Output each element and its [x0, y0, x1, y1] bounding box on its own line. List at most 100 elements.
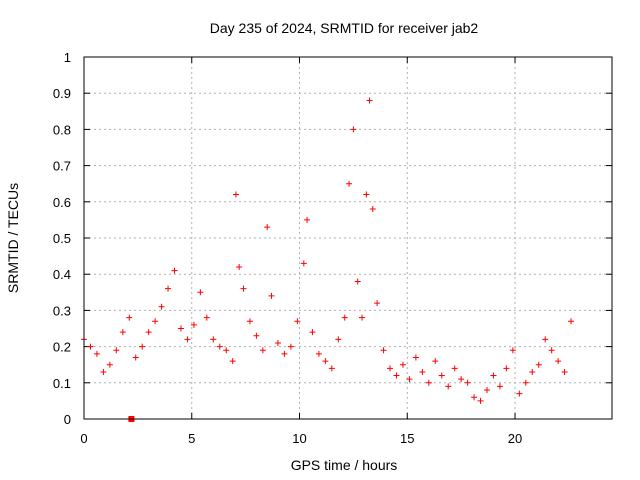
data-point [464, 379, 471, 386]
data-point [309, 329, 316, 336]
x-tick-label: 15 [400, 431, 414, 446]
data-point [522, 379, 529, 386]
data-point [281, 350, 288, 357]
data-point [294, 318, 301, 325]
data-point [158, 303, 165, 310]
data-point [210, 336, 217, 343]
data-point [496, 383, 503, 390]
data-point [106, 361, 113, 368]
data-point [264, 224, 271, 231]
data-point [542, 336, 549, 343]
data-point [184, 336, 191, 343]
data-point [484, 387, 491, 394]
y-tick-label: 0.4 [53, 267, 71, 282]
data-point [380, 347, 387, 354]
x-tick-label: 20 [508, 431, 522, 446]
data-point [253, 332, 260, 339]
data-point [203, 314, 210, 321]
chart-title: Day 235 of 2024, SRMTID for receiver jab… [210, 20, 479, 36]
y-tick-label: 0 [64, 412, 71, 427]
data-point [287, 343, 294, 350]
data-point [300, 260, 307, 267]
data-point [274, 339, 281, 346]
data-point [419, 368, 426, 375]
data-point [268, 292, 275, 299]
data-point [335, 336, 342, 343]
data-point [315, 350, 322, 357]
data-point [240, 285, 247, 292]
data-point [412, 354, 419, 361]
y-tick-label: 0.3 [53, 303, 71, 318]
data-layer [81, 97, 575, 422]
data-point [346, 180, 353, 187]
data-point [471, 394, 478, 401]
data-point [354, 278, 361, 285]
plot-frame [83, 56, 613, 420]
x-tick-label: 10 [292, 431, 306, 446]
data-point [568, 318, 575, 325]
data-point [366, 97, 373, 104]
y-tick-label: 0.8 [53, 122, 71, 137]
data-point [223, 347, 230, 354]
y-tick-label: 0.1 [53, 376, 71, 391]
y-tick-label: 0.9 [53, 86, 71, 101]
data-point [119, 329, 126, 336]
data-point [145, 329, 152, 336]
x-axis-label: GPS time / hours [291, 457, 398, 473]
data-point [350, 126, 357, 133]
x-tick-label: 0 [80, 431, 87, 446]
data-point [100, 368, 107, 375]
data-point [451, 365, 458, 372]
data-point [139, 343, 146, 350]
data-point [503, 365, 510, 372]
data-point [152, 318, 159, 325]
label-layer: 00.10.20.30.40.50.60.70.80.910 5 10 15 20 [53, 50, 522, 446]
data-point [126, 314, 133, 321]
data-point [363, 191, 370, 198]
data-point [93, 350, 100, 357]
data-point [190, 321, 197, 328]
data-point [359, 314, 366, 321]
data-point [425, 379, 432, 386]
data-point [458, 376, 465, 383]
data-point [132, 354, 139, 361]
grid-layer [84, 57, 612, 419]
data-point [516, 390, 523, 397]
data-point [171, 267, 178, 274]
y-tick-label: 0.2 [53, 340, 71, 355]
data-point [535, 361, 542, 368]
data-point [445, 383, 452, 390]
data-point [393, 372, 400, 379]
data-point [374, 300, 381, 307]
y-tick-label: 0.6 [53, 195, 71, 210]
data-point [490, 372, 497, 379]
data-point [197, 289, 204, 296]
y-tick-label: 1 [64, 50, 71, 65]
data-point [406, 376, 413, 383]
data-point [561, 368, 568, 375]
data-point [232, 191, 239, 198]
data-point [399, 361, 406, 368]
data-point [304, 216, 311, 223]
tick-layer [83, 56, 612, 420]
data-point [555, 358, 562, 365]
y-axis-label: SRMTID / TECUs [5, 183, 21, 293]
data-point [259, 347, 266, 354]
data-point [548, 347, 555, 354]
data-point [387, 365, 394, 372]
data-point [177, 325, 184, 332]
data-point [432, 358, 439, 365]
data-point [322, 358, 329, 365]
y-tick-label: 0.5 [53, 231, 71, 246]
data-point [246, 318, 253, 325]
data-point [229, 358, 236, 365]
data-point [529, 368, 536, 375]
data-point [369, 206, 376, 213]
data-point [216, 343, 223, 350]
x-tick-label: 5 [188, 431, 195, 446]
data-point [341, 314, 348, 321]
data-point [113, 347, 120, 354]
data-point [477, 397, 484, 404]
data-point [328, 365, 335, 372]
